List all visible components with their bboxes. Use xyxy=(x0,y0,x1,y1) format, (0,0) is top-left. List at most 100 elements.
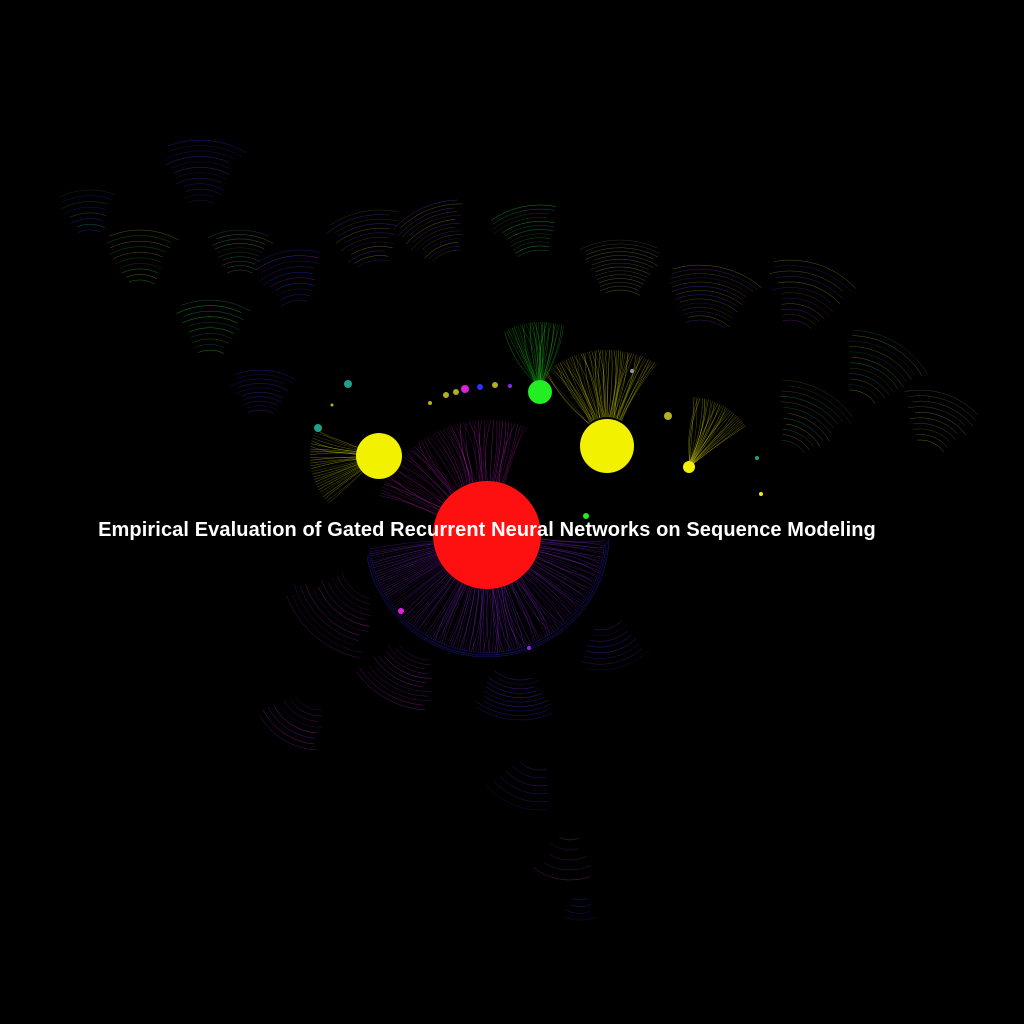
citation-edge xyxy=(188,199,215,204)
citation-edge xyxy=(519,572,566,624)
citation-edge xyxy=(430,578,464,640)
citation-edge xyxy=(617,357,645,420)
citation-edge xyxy=(780,390,843,422)
upper-cluster-1 xyxy=(491,204,557,257)
citation-edge xyxy=(676,290,743,305)
citation-edge xyxy=(519,761,548,771)
citation-edge xyxy=(561,361,595,421)
citation-edge xyxy=(491,212,550,231)
citation-edge xyxy=(468,584,480,652)
citation-edge xyxy=(312,437,361,452)
citation-edge xyxy=(559,362,594,421)
citation-edge xyxy=(783,407,832,434)
citation-edge xyxy=(359,667,424,706)
citation-edge xyxy=(415,574,457,629)
citation-edge xyxy=(848,351,907,383)
citation-edge xyxy=(594,620,623,631)
citation-edge xyxy=(434,432,465,491)
citation-edge xyxy=(283,700,318,722)
citation-edge xyxy=(620,361,653,421)
citation-edge xyxy=(457,583,475,650)
citation-edge xyxy=(311,440,361,452)
citation-edge xyxy=(313,462,362,480)
citation-edge xyxy=(77,224,106,228)
paper-node xyxy=(443,392,449,398)
citation-edge xyxy=(543,862,592,871)
paper-node xyxy=(453,389,459,395)
citation-edge xyxy=(675,294,738,307)
paper-node xyxy=(330,403,334,407)
citation-edge xyxy=(693,420,742,464)
paper-node xyxy=(664,412,672,420)
citation-edge xyxy=(523,323,538,381)
citation-edge xyxy=(317,464,363,488)
citation-edge xyxy=(908,395,976,421)
citation-edge xyxy=(672,281,747,298)
upper-cluster-8 xyxy=(325,209,399,268)
paper-node xyxy=(683,461,695,473)
citation-edge xyxy=(389,562,446,602)
citation-edge xyxy=(538,321,541,381)
upper-cluster-11 xyxy=(106,229,179,285)
citation-edge xyxy=(779,396,838,425)
citation-edge xyxy=(295,696,322,711)
citation-edge xyxy=(546,371,590,424)
citation-edge xyxy=(543,325,562,381)
citation-edge xyxy=(782,314,816,326)
citation-edge xyxy=(374,549,440,571)
citation-edge xyxy=(536,544,603,558)
citation-edge xyxy=(621,363,657,422)
upper-cluster-15 xyxy=(207,229,274,274)
citation-edge xyxy=(380,556,442,586)
citation-edge xyxy=(511,327,536,382)
citation-edge xyxy=(474,420,483,486)
citation-edge xyxy=(374,665,432,693)
citation-edge xyxy=(591,351,603,418)
citation-edge xyxy=(413,446,456,497)
citation-edge xyxy=(788,413,830,442)
citation-edge xyxy=(772,287,832,303)
citation-edge xyxy=(214,243,265,250)
citation-edge xyxy=(610,350,619,418)
citation-edge xyxy=(508,580,538,642)
citation-edge xyxy=(782,303,825,319)
upper-cluster-7 xyxy=(779,379,853,453)
citation-edge xyxy=(567,358,596,420)
citation-edge xyxy=(400,458,450,503)
citation-edge xyxy=(904,389,978,415)
yellow-fan-small xyxy=(688,397,746,464)
upper-cluster-14 xyxy=(59,189,115,233)
citation-edge xyxy=(407,572,454,623)
citation-edge xyxy=(548,369,591,423)
citation-edge xyxy=(543,325,564,381)
citation-edge xyxy=(496,677,540,685)
citation-edge xyxy=(494,421,507,486)
citation-edge xyxy=(691,406,725,462)
citation-edge xyxy=(338,223,397,237)
citation-edge xyxy=(312,588,368,632)
citation-edge xyxy=(585,251,654,260)
citation-edge xyxy=(459,583,476,650)
citation-edge xyxy=(853,329,928,375)
citation-edge xyxy=(604,349,608,418)
citation-edge xyxy=(450,582,472,648)
citation-edge xyxy=(688,397,699,462)
citation-edge xyxy=(367,540,608,656)
citation-edge xyxy=(586,247,659,258)
citation-edge xyxy=(607,349,610,418)
citation-edge xyxy=(775,276,844,300)
citation-edge xyxy=(310,446,361,454)
citation-edge xyxy=(281,707,323,728)
citation-edge xyxy=(504,331,535,382)
citation-edge xyxy=(615,354,637,419)
citation-edge xyxy=(332,577,370,611)
citation-edge xyxy=(260,260,321,274)
citation-edge xyxy=(431,249,462,262)
citation-edge xyxy=(385,657,432,679)
citation-edge xyxy=(466,584,479,652)
paper-node xyxy=(398,608,404,614)
citation-edge xyxy=(312,460,361,475)
citation-edge xyxy=(383,484,443,514)
paper-node xyxy=(428,401,432,405)
paper-node xyxy=(477,384,483,390)
